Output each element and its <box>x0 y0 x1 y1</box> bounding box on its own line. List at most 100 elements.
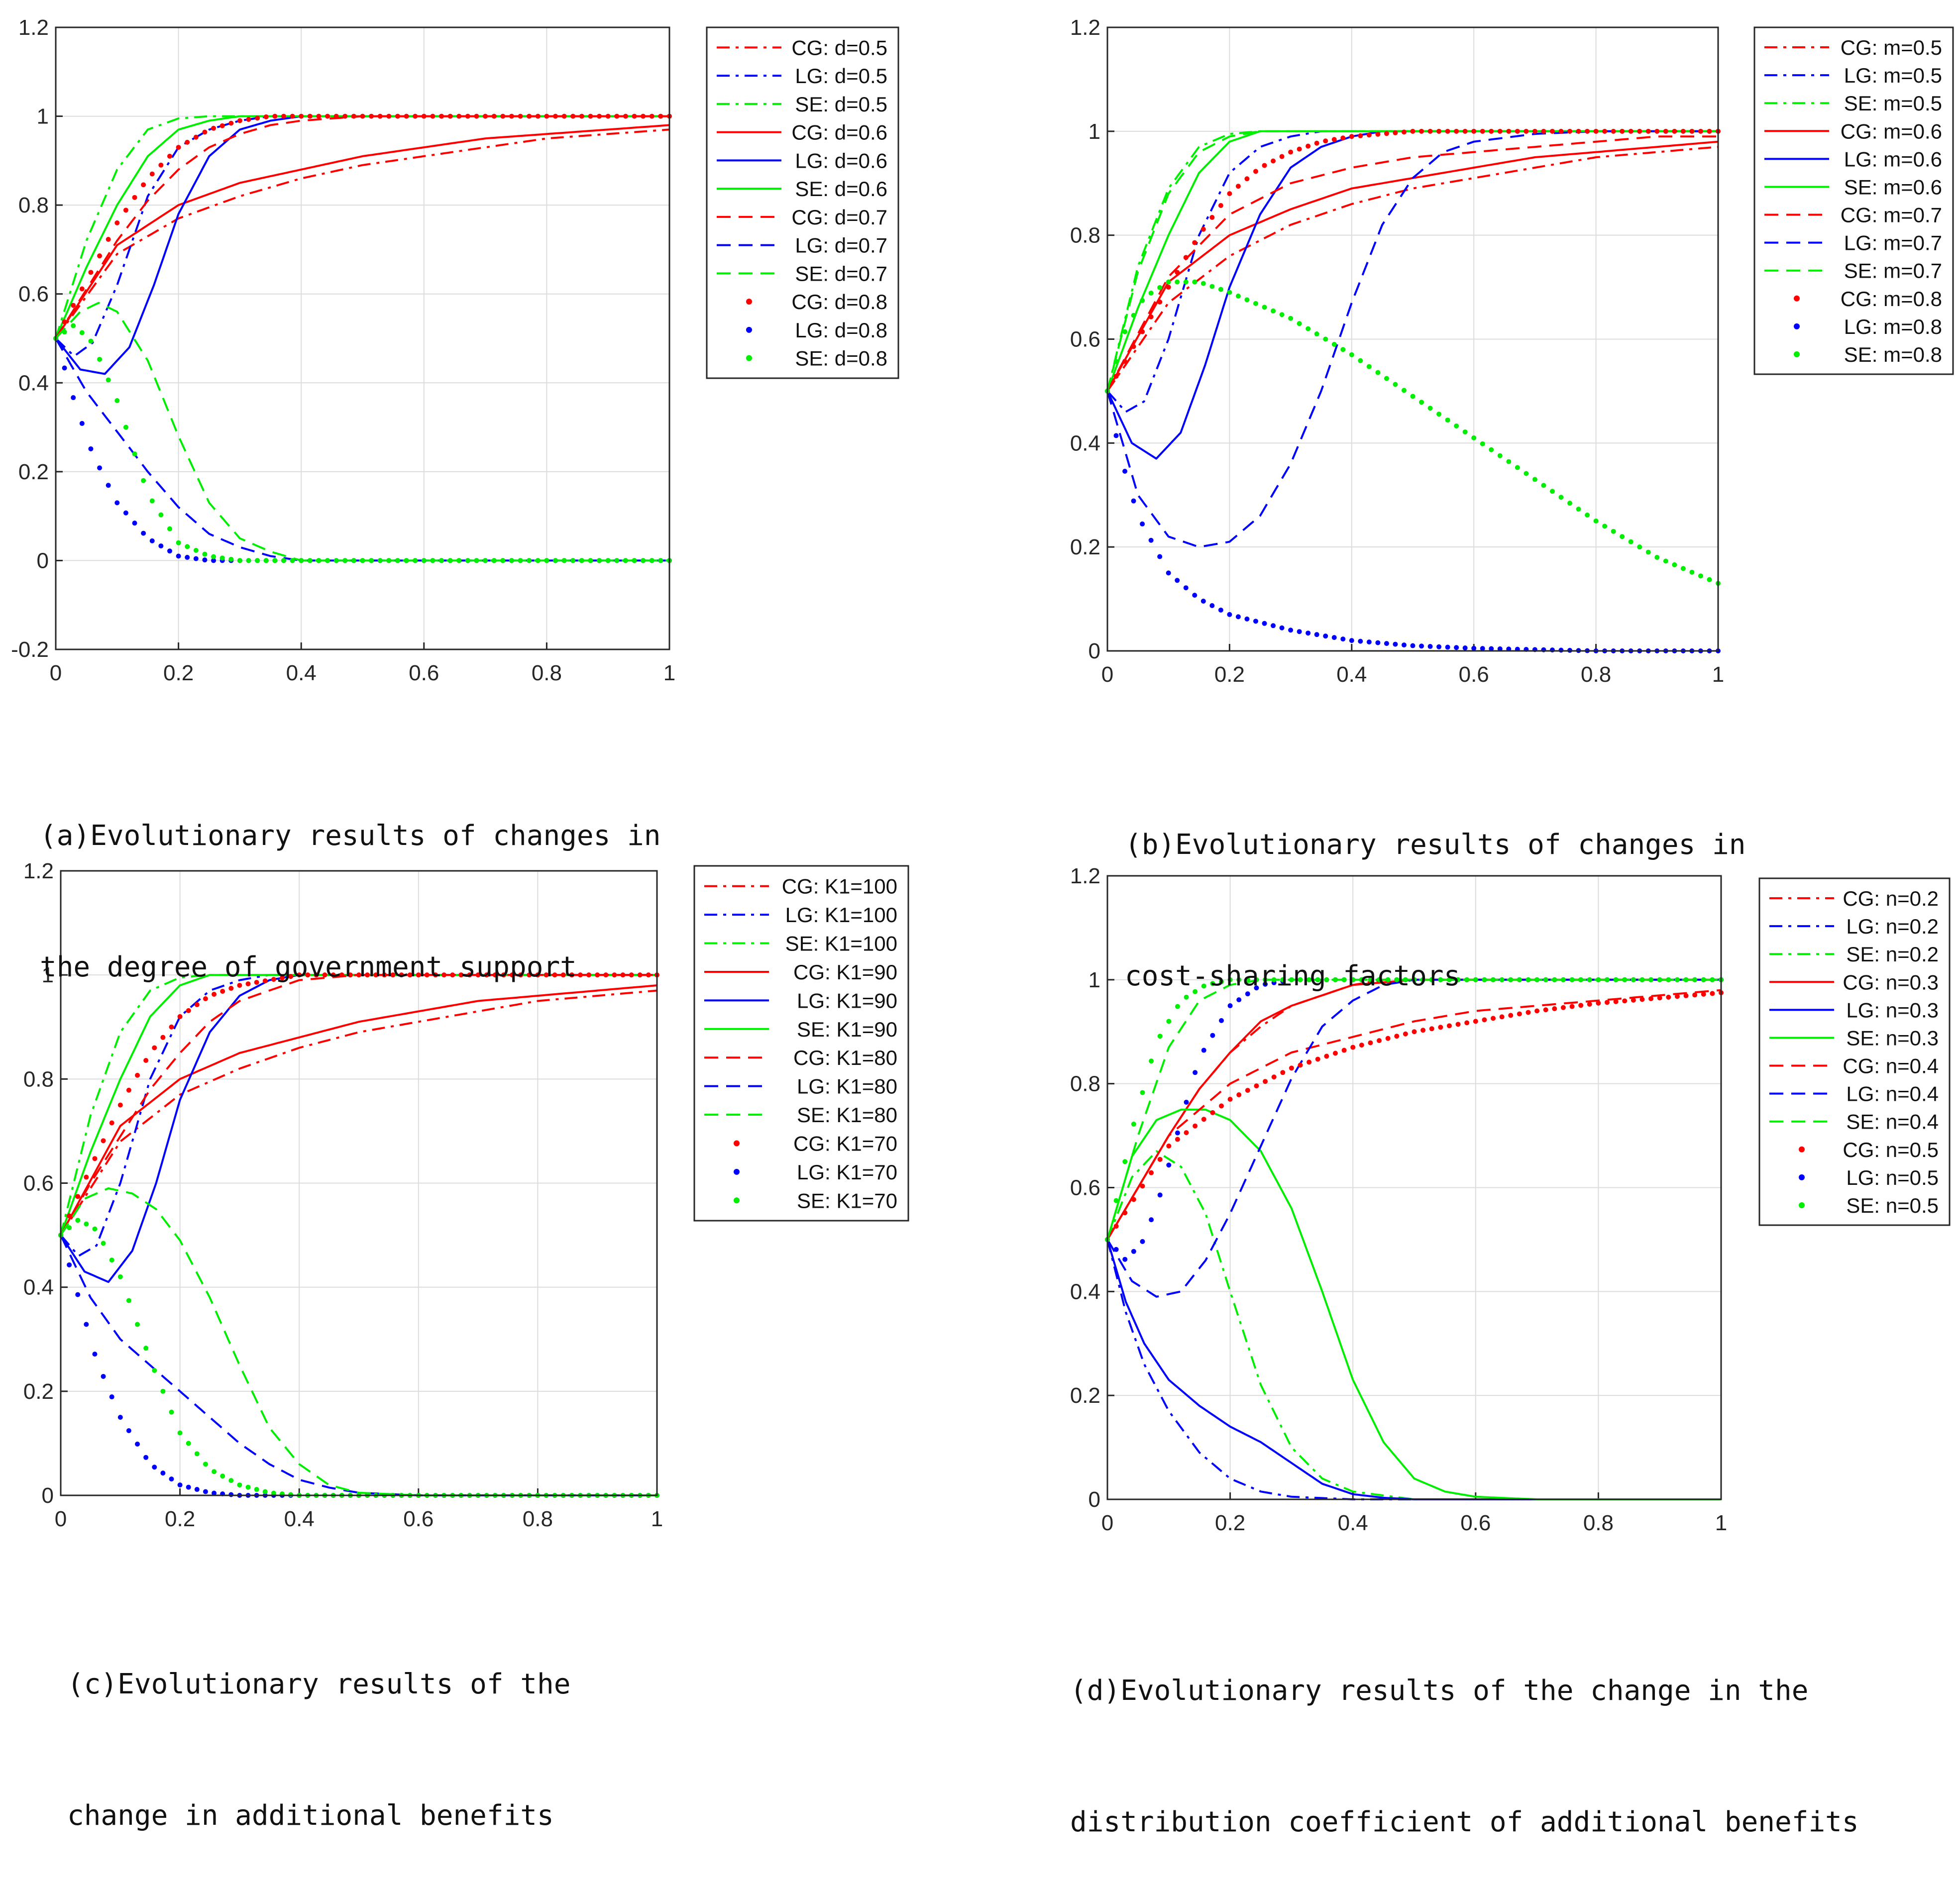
data-point <box>158 543 164 549</box>
data-point <box>1420 977 1426 982</box>
legend-entry: SE: n=0.5 <box>1799 1194 1939 1217</box>
data-point <box>483 113 488 119</box>
data-point <box>1445 128 1450 134</box>
data-point <box>203 1462 208 1467</box>
data-point <box>1244 176 1250 182</box>
legend-label: CG: d=0.8 <box>791 290 887 314</box>
data-point <box>1157 554 1163 559</box>
data-point <box>101 1373 106 1379</box>
data-point <box>97 465 103 471</box>
data-point <box>71 303 76 308</box>
data-point <box>1491 1016 1496 1021</box>
data-point <box>305 972 311 978</box>
data-point <box>1385 1036 1391 1041</box>
data-point <box>1497 453 1503 458</box>
legend-entry: LG: m=0.8 <box>1794 315 1942 338</box>
y-tick-label: 0 <box>1089 639 1100 663</box>
data-point <box>307 113 313 119</box>
data-point <box>1324 1053 1329 1059</box>
legend-label: LG: K1=90 <box>797 989 897 1012</box>
data-point <box>237 983 242 988</box>
data-point <box>1710 991 1715 996</box>
legend-entry: SE: d=0.6 <box>717 177 887 201</box>
data-point <box>1332 977 1338 982</box>
data-point <box>152 1045 157 1050</box>
legend-label: CG: n=0.5 <box>1843 1138 1939 1161</box>
data-point <box>649 113 654 119</box>
y-tick-label: 0.6 <box>1070 1176 1100 1200</box>
series-se-m-0-8 <box>1105 279 1721 586</box>
data-point <box>1175 1130 1180 1136</box>
data-point <box>1315 1056 1320 1062</box>
data-point <box>1525 977 1531 982</box>
data-point <box>167 153 172 159</box>
data-point <box>433 972 438 978</box>
data-point <box>1613 999 1619 1004</box>
data-point <box>97 253 103 259</box>
data-point <box>1209 603 1215 609</box>
data-point <box>649 558 654 563</box>
data-point <box>255 115 260 121</box>
data-point <box>1462 128 1468 134</box>
data-point <box>491 113 497 119</box>
data-point <box>1149 1058 1154 1064</box>
data-point <box>518 558 523 563</box>
series-cg-d-0-8 <box>53 113 672 341</box>
data-point <box>1359 977 1364 982</box>
data-point <box>186 1441 191 1446</box>
data-point <box>595 972 600 978</box>
data-point <box>369 558 374 563</box>
data-point <box>1401 129 1407 135</box>
data-point <box>106 377 111 383</box>
data-point <box>1236 977 1242 982</box>
data-point <box>1385 977 1391 982</box>
data-point <box>1499 977 1505 982</box>
y-tick-label: 0 <box>1089 1487 1100 1512</box>
data-point <box>501 972 506 978</box>
data-point <box>288 974 294 979</box>
data-point <box>75 1218 81 1223</box>
legend-label: SE: n=0.2 <box>1846 943 1939 966</box>
data-point <box>456 113 462 119</box>
data-point <box>1455 1022 1461 1027</box>
data-point <box>658 113 663 119</box>
data-point <box>1254 977 1259 982</box>
data-point <box>71 395 76 401</box>
data-point <box>373 972 379 978</box>
data-point <box>1263 981 1268 987</box>
x-tick-label: 1 <box>663 661 675 685</box>
x-tick-label: 0.6 <box>1459 662 1489 687</box>
data-point <box>149 498 155 504</box>
y-tick-label: 0.2 <box>1070 1383 1100 1408</box>
series-se-d-0-8 <box>53 323 672 563</box>
legend-label: CG: n=0.2 <box>1843 887 1939 910</box>
series-cg-k1-100 <box>60 989 657 1236</box>
data-point <box>67 1225 72 1231</box>
data-point <box>1218 1018 1224 1023</box>
x-tick-label: 0.4 <box>286 661 317 685</box>
legend-label: CG: d=0.5 <box>791 36 887 59</box>
data-point <box>1560 977 1566 982</box>
data-point <box>246 558 251 563</box>
legend-entry: SE: m=0.6 <box>1764 175 1942 199</box>
data-point <box>185 555 190 560</box>
data-point <box>135 1322 140 1327</box>
data-point <box>67 1262 72 1267</box>
data-point <box>228 556 234 562</box>
legend-label: CG: d=0.6 <box>791 121 887 144</box>
data-point <box>1149 1170 1154 1175</box>
data-point <box>535 972 541 978</box>
data-point <box>1122 1159 1128 1164</box>
data-point <box>1298 977 1303 982</box>
data-point <box>544 113 549 119</box>
data-point <box>1672 562 1677 567</box>
data-point <box>1349 638 1354 643</box>
data-point <box>544 972 549 978</box>
data-point <box>62 365 67 371</box>
series-line <box>1106 1150 1721 1500</box>
legend-marker <box>1799 1146 1805 1153</box>
data-point <box>456 558 462 563</box>
data-point <box>194 1487 200 1492</box>
data-point <box>160 1470 166 1476</box>
data-point <box>143 1455 149 1460</box>
